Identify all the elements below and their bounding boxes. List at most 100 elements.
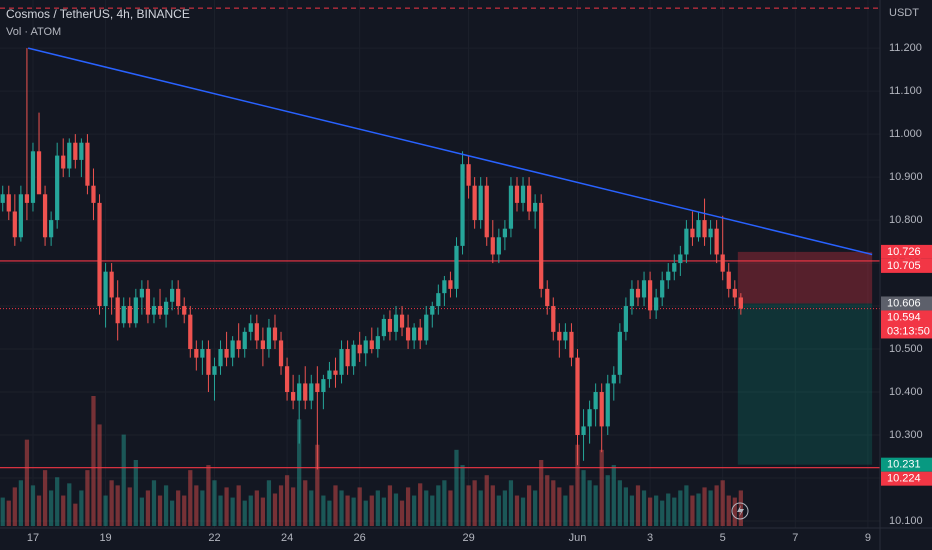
price-label-box — [881, 296, 932, 311]
volume-bar — [333, 485, 338, 526]
volume-bar — [418, 483, 423, 526]
y-tick-label: 10.500 — [889, 343, 923, 355]
candle-body — [442, 280, 447, 294]
y-tick-label: 11.200 — [889, 42, 922, 54]
volume-bar — [424, 490, 429, 526]
volume-bar — [18, 480, 23, 526]
volume-bar — [412, 495, 417, 526]
candle-body — [36, 151, 42, 195]
candle-body — [212, 366, 217, 375]
volume-bar — [399, 500, 405, 526]
volume-bar — [357, 487, 362, 526]
volume-bar — [539, 459, 544, 526]
volume-bar — [660, 500, 665, 526]
volume-bar — [672, 497, 677, 526]
candle-body — [369, 340, 374, 350]
volume-bar — [581, 470, 586, 526]
volume-bar — [405, 487, 411, 526]
volume-bar — [49, 490, 54, 526]
candle-body — [399, 314, 405, 328]
candle-body — [696, 220, 701, 238]
x-tick-label: Jun — [569, 532, 587, 544]
candle-body — [424, 314, 429, 341]
volume-bar — [345, 495, 350, 526]
candle-body — [666, 271, 671, 281]
volume-bar — [363, 500, 368, 526]
x-tick-label: 7 — [792, 532, 798, 544]
price-label: 10.224 — [887, 473, 921, 485]
volume-bar — [200, 490, 205, 526]
candle-body — [291, 392, 296, 401]
x-tick-label: 3 — [647, 532, 653, 544]
candle-body — [55, 155, 60, 221]
candle-body — [157, 306, 163, 315]
volume-bar — [593, 485, 598, 526]
volume-bar — [526, 485, 532, 526]
candle-body — [678, 254, 683, 264]
candle-body — [321, 379, 326, 393]
volume-bar — [696, 493, 701, 526]
volume-bar — [708, 490, 713, 526]
candle-body — [339, 349, 344, 375]
volume-bar — [260, 497, 265, 526]
volume-bar — [236, 485, 241, 526]
volume-bar — [496, 495, 501, 526]
y-tick-label: 10.400 — [889, 386, 923, 398]
candle-body — [526, 185, 532, 212]
volume-bar — [635, 485, 641, 526]
candle-body — [182, 306, 187, 315]
price-label-box — [881, 471, 932, 486]
candle-body — [194, 349, 199, 358]
volume-bar — [575, 444, 580, 526]
candle-body — [297, 383, 302, 401]
candle-body — [629, 288, 635, 307]
candle-body — [6, 194, 11, 212]
candle-body — [0, 194, 5, 203]
y-tick-label: 11.000 — [889, 128, 922, 140]
candle-body — [551, 306, 556, 332]
volume-bar — [514, 495, 520, 526]
candle-body — [508, 185, 514, 229]
volume-bar — [224, 487, 229, 526]
candle-body — [732, 288, 737, 298]
y-tick-label: 10.300 — [889, 429, 923, 441]
volume-bar — [297, 419, 302, 526]
volume-bar — [678, 490, 683, 526]
volume-bar — [55, 477, 60, 526]
candle-body — [121, 306, 126, 324]
volume-bar — [569, 485, 574, 526]
candle-body — [24, 194, 30, 203]
candle-body — [520, 185, 526, 203]
volume-bar — [91, 396, 96, 526]
candle-body — [242, 331, 247, 350]
volume-bar — [430, 495, 435, 526]
volume-bar — [218, 495, 223, 526]
price-label: 10.606 — [887, 297, 921, 309]
volume-bar — [448, 490, 453, 526]
candle-body — [496, 237, 501, 255]
candle-body — [672, 263, 677, 272]
volume-bar — [30, 485, 36, 526]
candle-body — [133, 297, 138, 324]
candle-body — [61, 155, 66, 169]
volume-bar — [339, 490, 344, 526]
candle-body — [91, 185, 96, 203]
y-tick-label: 10.900 — [889, 171, 923, 183]
volume-bar — [127, 487, 132, 526]
volume-bar — [206, 465, 211, 526]
replay-icon[interactable] — [731, 502, 749, 520]
volume-bar — [42, 470, 48, 526]
volume-bar — [647, 497, 653, 526]
candle-body — [49, 220, 54, 238]
candle-body — [145, 288, 151, 315]
volume-bar — [720, 480, 725, 526]
y-tick-label: 10.800 — [889, 214, 923, 226]
volume-bar — [617, 480, 622, 526]
y-unit: USDT — [889, 7, 919, 19]
volume-bar — [248, 495, 253, 526]
volume-bar — [545, 475, 550, 526]
volume-bar — [163, 485, 169, 526]
candle-body — [660, 280, 665, 298]
volume-bar — [73, 503, 78, 526]
